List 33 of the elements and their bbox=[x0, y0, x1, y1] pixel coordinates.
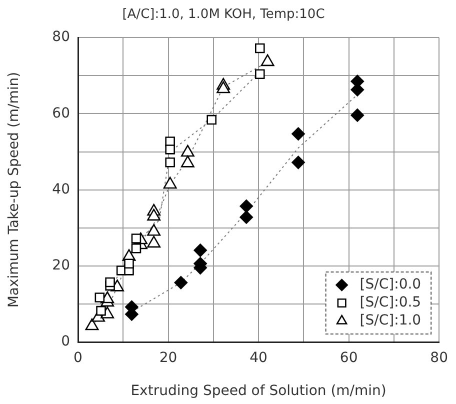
y-tick-label: 80 bbox=[52, 29, 70, 46]
point bbox=[96, 306, 106, 316]
point bbox=[165, 158, 175, 168]
point bbox=[240, 200, 254, 213]
x-tick-label: 40 bbox=[250, 350, 268, 366]
y-tick-label: 20 bbox=[52, 258, 70, 274]
y-axis-title: Maximum Take-up Speed (m/min) bbox=[6, 72, 22, 308]
legend-label: [S/C]:1.0 bbox=[360, 312, 422, 329]
legend-label: [S/C]:0.0 bbox=[360, 276, 422, 293]
point bbox=[255, 69, 265, 80]
y-tick-label: 0 bbox=[61, 334, 70, 350]
x-tick-label: 80 bbox=[430, 350, 448, 366]
x-tick-label: 20 bbox=[159, 350, 178, 366]
point bbox=[165, 144, 175, 154]
point bbox=[105, 277, 115, 288]
point bbox=[350, 108, 364, 122]
x-tick-label: 60 bbox=[340, 350, 358, 366]
y-tick-label: 40 bbox=[52, 181, 70, 198]
legend-label: [S/C]:0.5 bbox=[360, 294, 422, 311]
x-axis-title: Extruding Speed of Solution (m/min) bbox=[130, 383, 386, 400]
point bbox=[255, 43, 265, 54]
point bbox=[292, 156, 305, 170]
point bbox=[174, 276, 188, 290]
point bbox=[131, 244, 142, 254]
point bbox=[292, 127, 305, 141]
point bbox=[124, 258, 134, 269]
point bbox=[194, 244, 207, 257]
x-tick-label: 0 bbox=[74, 350, 82, 366]
y-tick-label: 60 bbox=[52, 105, 70, 122]
point bbox=[94, 292, 105, 302]
chart-title: [A/C]:1.0, 1.0M KOH, Temp:10C bbox=[122, 7, 325, 22]
point bbox=[206, 114, 216, 125]
point bbox=[240, 210, 254, 224]
